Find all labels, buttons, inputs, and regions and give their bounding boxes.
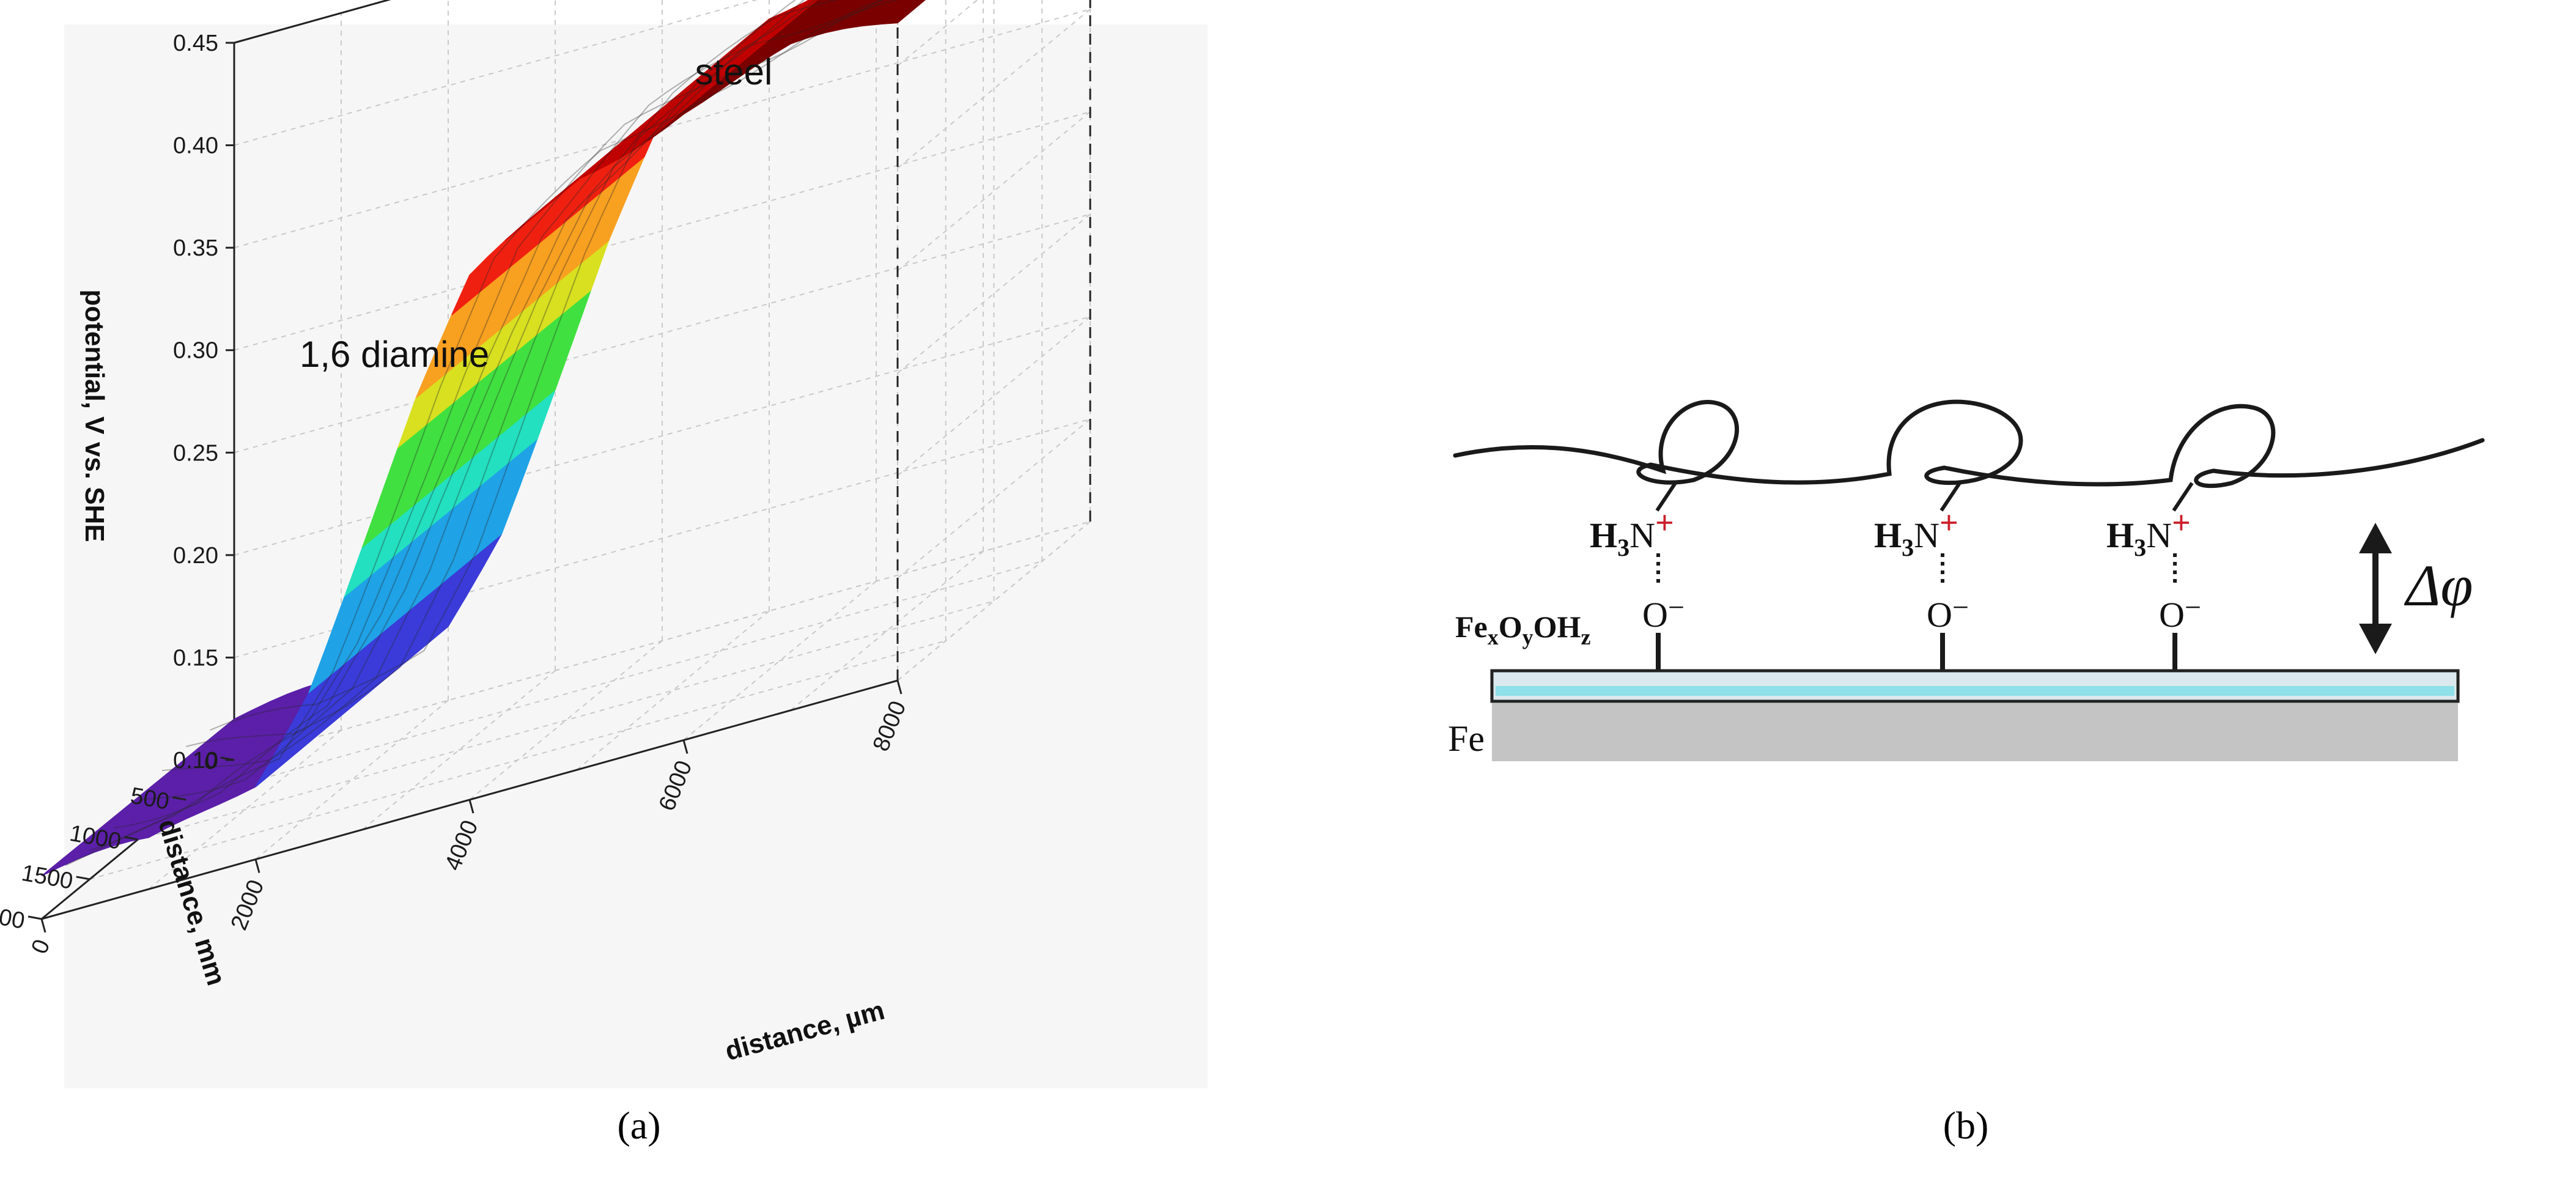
delta-phi-label: Δφ xyxy=(2404,553,2473,618)
z-tick-label: 0.20 xyxy=(173,543,218,569)
surface-contour xyxy=(186,0,805,747)
amine-label: H3N+ xyxy=(2106,504,2191,561)
caption-a: (a) xyxy=(617,1104,660,1147)
potential-difference-arrow xyxy=(2359,523,2392,654)
x-tick-label: 0 xyxy=(26,936,55,957)
surface-chart: 0.100.150.200.250.300.350.400.45 0500100… xyxy=(0,0,1208,1147)
oxide-layer-highlight xyxy=(1496,686,2454,696)
x-tick-mark xyxy=(896,680,902,695)
z-tick-label: 0.10 xyxy=(173,748,218,773)
z-axis-label: potential, V vs. SHE xyxy=(79,289,109,542)
chain-bond xyxy=(2172,482,2194,512)
x-tick-mark xyxy=(682,740,688,754)
z-tick-label: 0.45 xyxy=(173,31,218,56)
amine-label: H3N+ xyxy=(1874,504,1958,561)
x-tick-mark xyxy=(254,859,260,873)
y-tick-mark xyxy=(220,756,235,761)
surface-contour xyxy=(89,0,884,851)
metal-substrate xyxy=(1492,703,2458,761)
amine-group: H3N+ O− xyxy=(1874,482,1969,671)
surface-contour xyxy=(138,0,838,800)
oxide-label: FexOyOHz xyxy=(1455,610,1590,649)
surface-contour xyxy=(210,0,816,731)
surface-band xyxy=(878,0,926,25)
interface-schematic: H3N+ O− H3N+ O− H3N+ O− FexOyOHz Fe Δφ (b) xyxy=(1448,399,2485,1147)
z-tick-label: 0.25 xyxy=(173,440,218,466)
x-tick-mark xyxy=(40,918,46,933)
y-tick-mark xyxy=(124,836,138,841)
amine-group: H3N+ O− xyxy=(1590,482,1685,671)
annotation-diamine: 1,6 diamine xyxy=(300,334,489,375)
chain-bond xyxy=(1939,482,1962,512)
z-tick-label: 0.30 xyxy=(173,338,218,364)
chart-background xyxy=(64,24,1208,1088)
metal-label: Fe xyxy=(1448,718,1485,759)
z-tick-label: 0.35 xyxy=(173,235,218,261)
z-tick-label: 0.15 xyxy=(173,645,218,671)
amine-label: H3N+ xyxy=(1590,504,1674,561)
y-tick-mark xyxy=(76,876,90,880)
amine-group: H3N+ O− xyxy=(2106,482,2201,671)
annotation-steel: steel xyxy=(695,51,773,92)
caption-b: (b) xyxy=(1943,1104,1989,1147)
y-tick-mark xyxy=(28,915,42,920)
chain-bond xyxy=(1655,482,1677,512)
oxide-anion-label: O− xyxy=(1642,591,1685,635)
x-tick-mark xyxy=(468,799,474,814)
polymer-chain xyxy=(1453,399,2485,489)
surface-contour xyxy=(161,0,796,772)
y-tick-mark xyxy=(172,796,186,801)
oxide-anion-label: O− xyxy=(1927,591,1969,635)
z-tick-label: 0.40 xyxy=(173,133,218,159)
potential-surface xyxy=(41,0,926,877)
surface-contour xyxy=(113,0,884,829)
surface-contour xyxy=(65,0,899,866)
z-axis-ticks: 0.10 0.15 0.20 0.25 0.30 0.35 0.40 0.45 xyxy=(173,31,234,773)
oxide-anion-label: O− xyxy=(2159,591,2201,635)
y-tick-label: 2000 xyxy=(0,900,27,934)
